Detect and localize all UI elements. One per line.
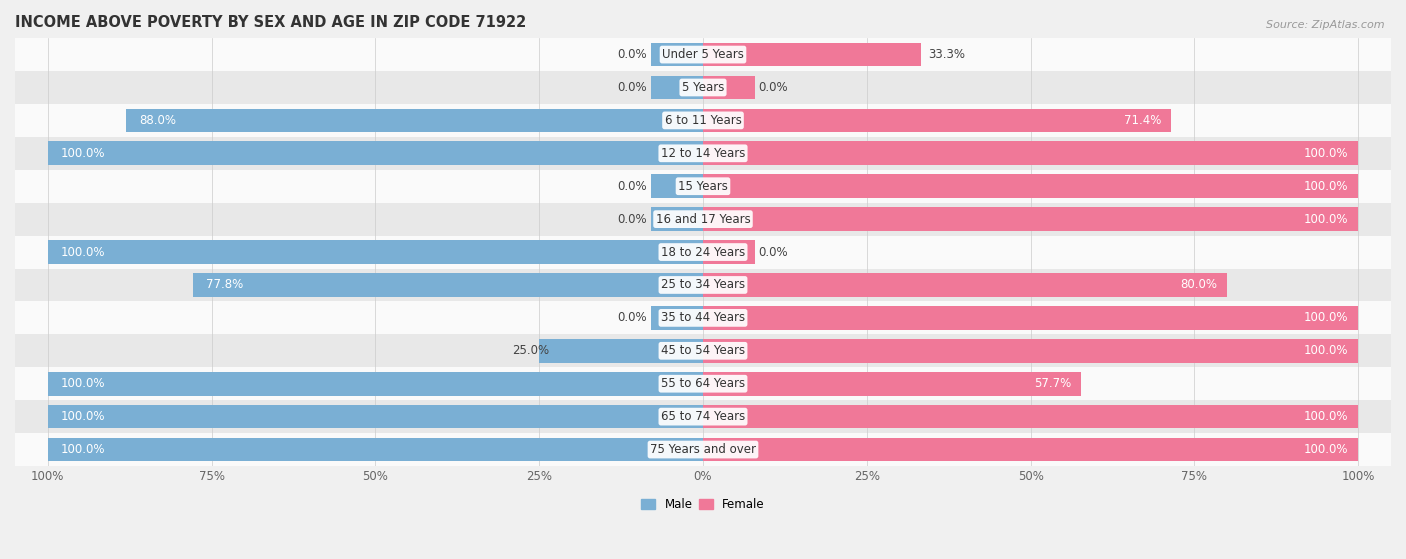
Text: 18 to 24 Years: 18 to 24 Years bbox=[661, 245, 745, 259]
Bar bbox=[703, 75, 755, 100]
Text: 0.0%: 0.0% bbox=[759, 245, 789, 259]
Bar bbox=[0, 137, 1406, 170]
Text: 100.0%: 100.0% bbox=[60, 410, 105, 423]
Bar bbox=[0, 203, 1406, 235]
Bar bbox=[703, 174, 1358, 198]
Bar bbox=[0, 71, 1406, 104]
Text: 0.0%: 0.0% bbox=[617, 311, 647, 324]
Bar bbox=[0, 170, 1406, 203]
Text: 57.7%: 57.7% bbox=[1033, 377, 1071, 390]
Bar bbox=[0, 301, 1406, 334]
Bar bbox=[48, 141, 703, 165]
Bar bbox=[0, 38, 1406, 71]
Legend: Male, Female: Male, Female bbox=[637, 493, 769, 516]
Text: 100.0%: 100.0% bbox=[1303, 410, 1348, 423]
Text: 100.0%: 100.0% bbox=[60, 245, 105, 259]
Text: 0.0%: 0.0% bbox=[617, 212, 647, 226]
Bar bbox=[48, 438, 703, 461]
Text: 100.0%: 100.0% bbox=[1303, 344, 1348, 357]
Bar bbox=[0, 235, 1406, 268]
Text: 25 to 34 Years: 25 to 34 Years bbox=[661, 278, 745, 291]
Text: 100.0%: 100.0% bbox=[60, 443, 105, 456]
Bar bbox=[703, 240, 755, 264]
Text: 100.0%: 100.0% bbox=[60, 377, 105, 390]
Bar bbox=[703, 405, 1358, 429]
Text: 100.0%: 100.0% bbox=[1303, 443, 1348, 456]
Text: 6 to 11 Years: 6 to 11 Years bbox=[665, 114, 741, 127]
Bar bbox=[651, 207, 703, 231]
Bar bbox=[651, 42, 703, 67]
Text: Under 5 Years: Under 5 Years bbox=[662, 48, 744, 61]
Text: 100.0%: 100.0% bbox=[1303, 147, 1348, 160]
Bar bbox=[193, 273, 703, 297]
Bar bbox=[48, 240, 703, 264]
Text: 0.0%: 0.0% bbox=[617, 48, 647, 61]
Bar bbox=[0, 104, 1406, 137]
Text: 55 to 64 Years: 55 to 64 Years bbox=[661, 377, 745, 390]
Bar bbox=[703, 372, 1081, 396]
Bar bbox=[127, 108, 703, 132]
Bar bbox=[48, 405, 703, 429]
Text: 75 Years and over: 75 Years and over bbox=[650, 443, 756, 456]
Bar bbox=[703, 42, 921, 67]
Text: 12 to 14 Years: 12 to 14 Years bbox=[661, 147, 745, 160]
Text: 0.0%: 0.0% bbox=[617, 81, 647, 94]
Text: 5 Years: 5 Years bbox=[682, 81, 724, 94]
Bar bbox=[703, 306, 1358, 330]
Bar bbox=[651, 306, 703, 330]
Text: 65 to 74 Years: 65 to 74 Years bbox=[661, 410, 745, 423]
Bar bbox=[703, 339, 1358, 363]
Bar bbox=[0, 268, 1406, 301]
Text: 35 to 44 Years: 35 to 44 Years bbox=[661, 311, 745, 324]
Text: 100.0%: 100.0% bbox=[1303, 311, 1348, 324]
Text: 15 Years: 15 Years bbox=[678, 180, 728, 193]
Bar bbox=[651, 75, 703, 100]
Bar bbox=[0, 400, 1406, 433]
Bar bbox=[0, 367, 1406, 400]
Text: 33.3%: 33.3% bbox=[928, 48, 965, 61]
Bar bbox=[703, 207, 1358, 231]
Text: 25.0%: 25.0% bbox=[512, 344, 548, 357]
Text: 71.4%: 71.4% bbox=[1123, 114, 1161, 127]
Bar bbox=[651, 174, 703, 198]
Text: 88.0%: 88.0% bbox=[139, 114, 177, 127]
Bar bbox=[703, 273, 1227, 297]
Bar bbox=[703, 438, 1358, 461]
Text: 100.0%: 100.0% bbox=[1303, 180, 1348, 193]
Text: Source: ZipAtlas.com: Source: ZipAtlas.com bbox=[1267, 20, 1385, 30]
Text: 77.8%: 77.8% bbox=[207, 278, 243, 291]
Bar bbox=[538, 339, 703, 363]
Text: 16 and 17 Years: 16 and 17 Years bbox=[655, 212, 751, 226]
Text: 80.0%: 80.0% bbox=[1181, 278, 1218, 291]
Text: INCOME ABOVE POVERTY BY SEX AND AGE IN ZIP CODE 71922: INCOME ABOVE POVERTY BY SEX AND AGE IN Z… bbox=[15, 15, 526, 30]
Bar bbox=[0, 334, 1406, 367]
Bar bbox=[48, 372, 703, 396]
Text: 100.0%: 100.0% bbox=[1303, 212, 1348, 226]
Bar bbox=[0, 433, 1406, 466]
Text: 0.0%: 0.0% bbox=[759, 81, 789, 94]
Bar bbox=[703, 108, 1171, 132]
Bar bbox=[703, 141, 1358, 165]
Text: 100.0%: 100.0% bbox=[60, 147, 105, 160]
Text: 45 to 54 Years: 45 to 54 Years bbox=[661, 344, 745, 357]
Text: 0.0%: 0.0% bbox=[617, 180, 647, 193]
